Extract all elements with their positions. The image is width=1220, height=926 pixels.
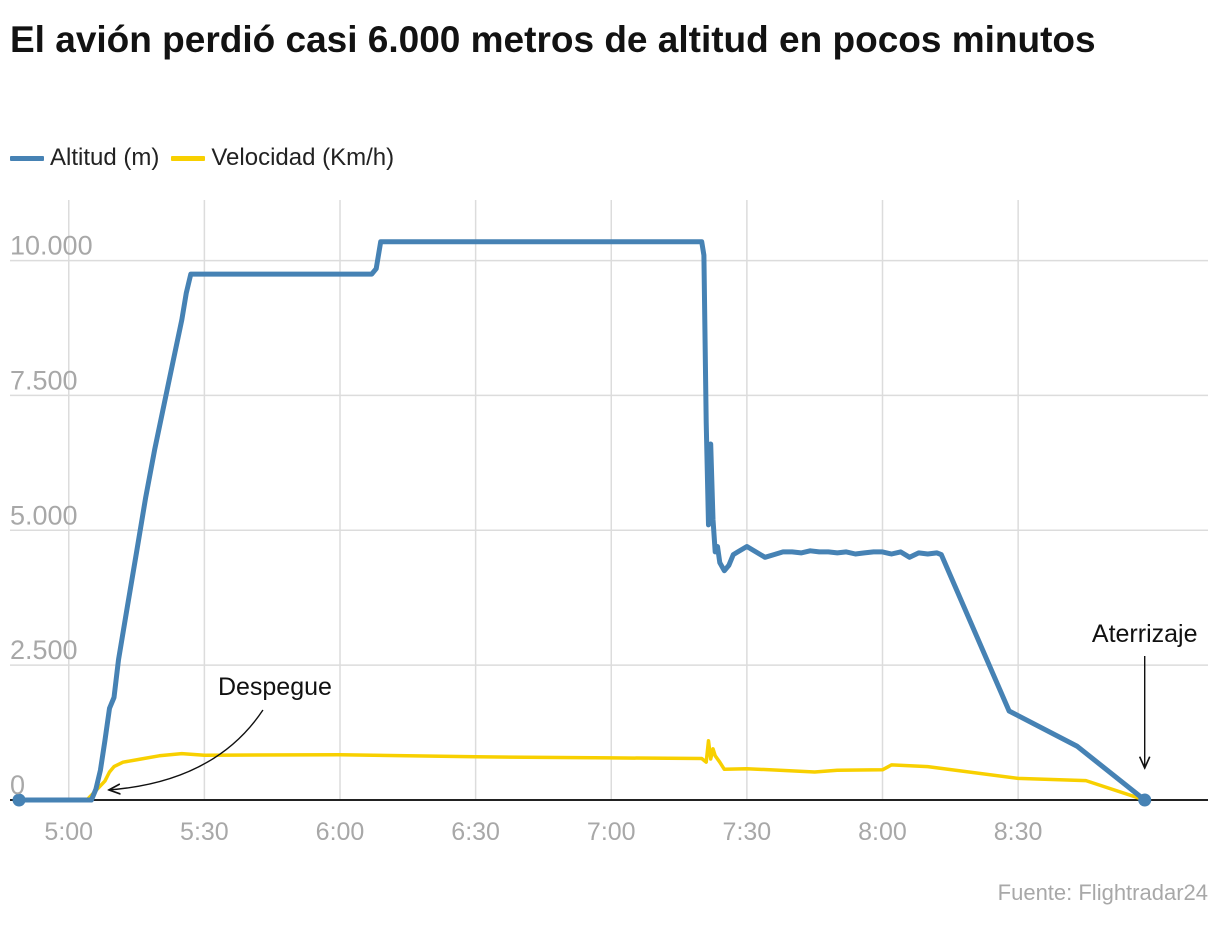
y-tick-label: 5.000 xyxy=(10,500,78,530)
series-line-velocidad xyxy=(85,738,1147,802)
y-tick-label: 0 xyxy=(10,770,25,800)
chart-title: El avión perdió casi 6.000 metros de alt… xyxy=(10,19,1096,60)
x-tick-label: 5:30 xyxy=(180,818,229,846)
source-note: Fuente: Flightradar24 xyxy=(997,880,1208,905)
legend-swatch-velocidad xyxy=(171,155,206,161)
x-tick-label: 5:00 xyxy=(44,818,93,846)
annotation-despegue-arrow xyxy=(109,709,264,790)
legend-item-velocidad: Velocidad (Km/h) xyxy=(171,144,394,172)
y-tick-label: 10.000 xyxy=(10,231,93,261)
series-line-altitud xyxy=(16,239,1148,803)
y-tick-label: 2.500 xyxy=(10,635,78,665)
annotation-despegue-label: Despegue xyxy=(218,673,332,701)
altitud-end-point xyxy=(1138,793,1152,807)
annotation-aterrizaje-label: Aterrizaje xyxy=(1092,620,1198,648)
x-tick-label: 6:30 xyxy=(451,818,500,846)
x-tick-label: 7:30 xyxy=(723,818,772,846)
legend-label-altitud: Altitud (m) xyxy=(50,144,160,171)
legend-item-altitud: Altitud (m) xyxy=(10,144,159,172)
legend: Altitud (m) Velocidad (Km/h) xyxy=(10,140,406,176)
y-tick-label: 7.500 xyxy=(10,365,78,395)
x-tick-label: 8:30 xyxy=(994,818,1043,846)
x-tick-label: 6:00 xyxy=(316,818,365,846)
legend-swatch-altitud xyxy=(10,155,44,161)
legend-label-velocidad: Velocidad (Km/h) xyxy=(211,144,395,171)
x-tick-label: 7:00 xyxy=(587,818,636,846)
x-tick-label: 8:00 xyxy=(858,818,907,846)
altitud-start-point xyxy=(12,793,26,807)
